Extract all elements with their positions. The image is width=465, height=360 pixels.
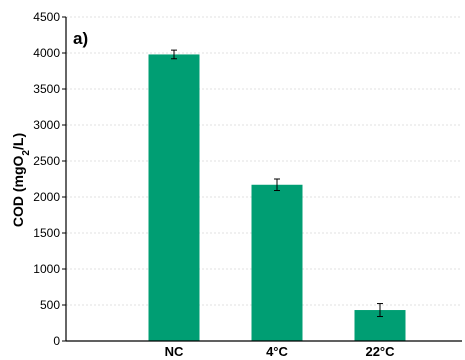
bars xyxy=(148,54,406,341)
y-axis-label-tail: /L) xyxy=(10,133,26,150)
axes xyxy=(62,16,462,342)
y-tick-label-3: 1500 xyxy=(33,226,60,240)
x-tick-label-1: 4°C xyxy=(266,344,288,359)
y-tick-label-4: 2000 xyxy=(33,190,60,204)
bar-1 xyxy=(251,184,303,341)
y-tick-label-7: 3500 xyxy=(33,82,60,96)
y-tick-labels: 0 500 1000 1500 2000 2500 3000 3500 4000 4500 xyxy=(33,10,60,348)
y-tick-label-8: 4000 xyxy=(33,46,60,60)
y-tick-label-9: 4500 xyxy=(33,10,60,24)
panel-label: a) xyxy=(73,29,88,48)
y-tick-label-5: 2500 xyxy=(33,154,60,168)
x-tick-label-2: 22°C xyxy=(365,344,395,359)
y-tick-label-2: 1000 xyxy=(33,262,60,276)
y-axis-label-main: COD (mgO xyxy=(10,155,26,227)
y-axis-label-sub: 2 xyxy=(21,150,32,156)
bar-0 xyxy=(148,54,200,341)
y-axis-label: COD (mgO2/L) xyxy=(10,133,32,227)
x-tick-labels: NC 4°C 22°C xyxy=(165,344,396,359)
y-tick-label-1: 500 xyxy=(40,298,60,312)
y-tick-label-0: 0 xyxy=(53,334,60,348)
y-tick-label-6: 3000 xyxy=(33,118,60,132)
gridlines xyxy=(66,16,462,306)
x-tick-label-0: NC xyxy=(165,344,184,359)
error-bars xyxy=(171,49,383,318)
